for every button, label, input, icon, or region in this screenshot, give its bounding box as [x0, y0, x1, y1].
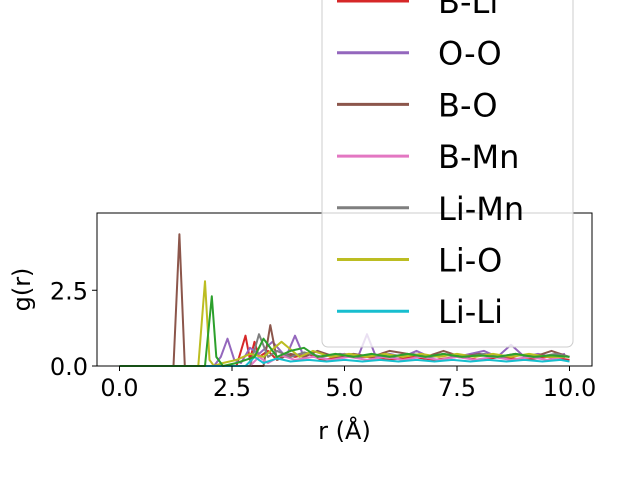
series-line-li-li — [119, 355, 570, 367]
legend-label-b-li: B-Li — [438, 0, 498, 21]
x-tick-label: 10.0 — [543, 374, 596, 402]
y-tick-label: 0.0 — [50, 353, 88, 381]
legend-label-li-li: Li-Li — [438, 293, 503, 331]
x-tick-label: 7.5 — [438, 374, 476, 402]
legend-label-o-o: O-O — [438, 35, 502, 73]
x-tick-label: 2.5 — [213, 374, 251, 402]
legend-label-li-o: Li-O — [438, 242, 502, 280]
x-tick-label: 0.0 — [100, 374, 138, 402]
legend-label-li-mn: Li-Mn — [438, 190, 524, 228]
legend-label-b-o: B-O — [438, 86, 498, 124]
y-axis: 0.0 2.5 — [50, 277, 97, 381]
y-tick-label: 2.5 — [50, 277, 88, 305]
x-tick-label: 5.0 — [325, 374, 363, 402]
x-axis-label: r (Å) — [318, 416, 371, 445]
x-axis: 0.0 2.5 5.0 7.5 10.0 — [100, 366, 596, 402]
y-axis-label: g(r) — [8, 268, 36, 312]
legend: B-Li O-O B-O B-Mn Li-Mn Li-O Li-Li — [321, 0, 574, 348]
legend-label-b-mn: B-Mn — [438, 138, 519, 176]
